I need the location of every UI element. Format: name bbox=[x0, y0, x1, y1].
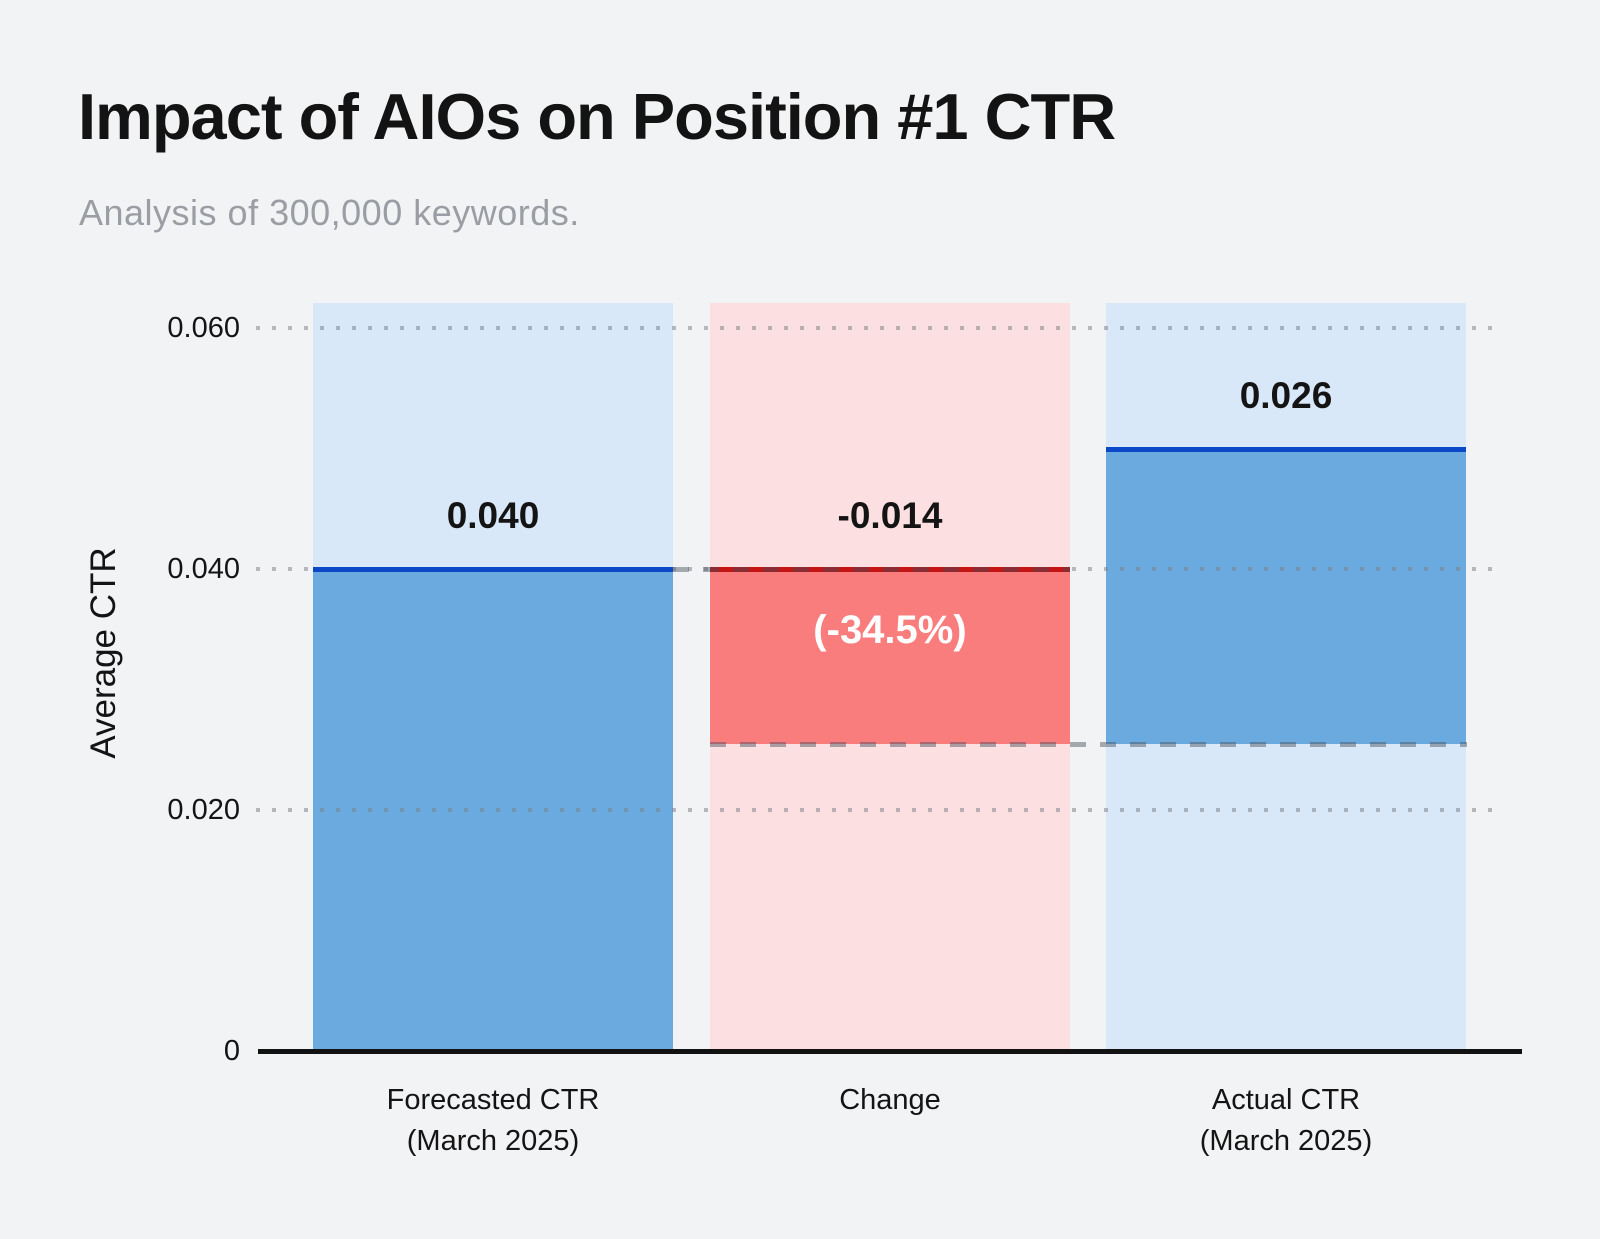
chart-subtitle: Analysis of 300,000 keywords. bbox=[79, 192, 580, 233]
bar-topline-actual-ctr bbox=[1106, 447, 1466, 452]
ytick-label-0.040: 0.040 bbox=[167, 553, 240, 585]
bar-topline-change bbox=[710, 567, 1070, 572]
bar-topline-forecasted-ctr bbox=[313, 567, 673, 572]
gridline-0.020 bbox=[256, 808, 1492, 812]
gridline-0.060 bbox=[256, 326, 1492, 330]
value-label-actual-ctr: 0.026 bbox=[1239, 375, 1333, 416]
category-label-line: (March 2025) bbox=[1199, 1125, 1373, 1157]
bar-fill-actual-ctr bbox=[1106, 449, 1466, 744]
category-label-actual-ctr: Actual CTR (March 2025) bbox=[1036, 1080, 1536, 1162]
category-label-line: Change bbox=[839, 1084, 941, 1116]
ytick-label-0.020: 0.020 bbox=[167, 794, 240, 826]
category-label-line: (March 2025) bbox=[406, 1125, 580, 1157]
category-label-forecasted-ctr: Forecasted CTR (March 2025) bbox=[243, 1080, 743, 1162]
value-label-change: -0.014 bbox=[837, 495, 943, 536]
category-label-change: Change bbox=[640, 1080, 1140, 1121]
x-axis-line bbox=[258, 1049, 1522, 1054]
ytick-label-0: 0 bbox=[223, 1035, 240, 1067]
category-label-line: Forecasted CTR bbox=[386, 1084, 600, 1116]
category-label-line: Actual CTR bbox=[1211, 1084, 1361, 1116]
ytick-label-0.060: 0.060 bbox=[167, 312, 240, 344]
connector-1 bbox=[710, 742, 1467, 747]
percent-label-change: (-34.5%) bbox=[813, 608, 967, 652]
connector-0 bbox=[673, 567, 1070, 572]
value-label-forecasted-ctr: 0.040 bbox=[446, 495, 540, 536]
chart-title: Impact of AIOs on Position #1 CTR bbox=[78, 80, 1116, 153]
bar-fill-change bbox=[710, 569, 1070, 744]
